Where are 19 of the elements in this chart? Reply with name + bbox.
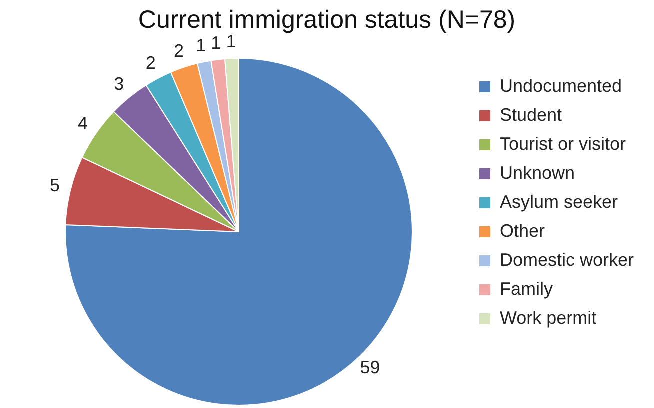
data-label: 2: [174, 41, 184, 62]
data-label: 4: [78, 113, 88, 134]
legend-label: Tourist or visitor: [500, 134, 626, 154]
legend-label: Work permit: [500, 308, 597, 328]
legend-label: Asylum seeker: [500, 192, 618, 212]
data-label: 3: [114, 74, 124, 94]
data-label: 2: [146, 53, 156, 74]
legend-label: Other: [500, 220, 546, 241]
data-label: 59: [360, 358, 380, 378]
legend-label: Undocumented: [500, 76, 622, 96]
data-label: 1: [196, 35, 206, 56]
data-label: 1: [211, 32, 222, 53]
legend-label: Unknown: [500, 162, 576, 183]
legend-label: Family: [500, 278, 553, 299]
chart-title: Current immigration status (N=78): [138, 6, 516, 34]
data-label: 1: [226, 32, 236, 52]
legend-label: Student: [500, 104, 562, 125]
data-label: 5: [50, 176, 60, 196]
legend-label: Domestic worker: [500, 250, 634, 270]
